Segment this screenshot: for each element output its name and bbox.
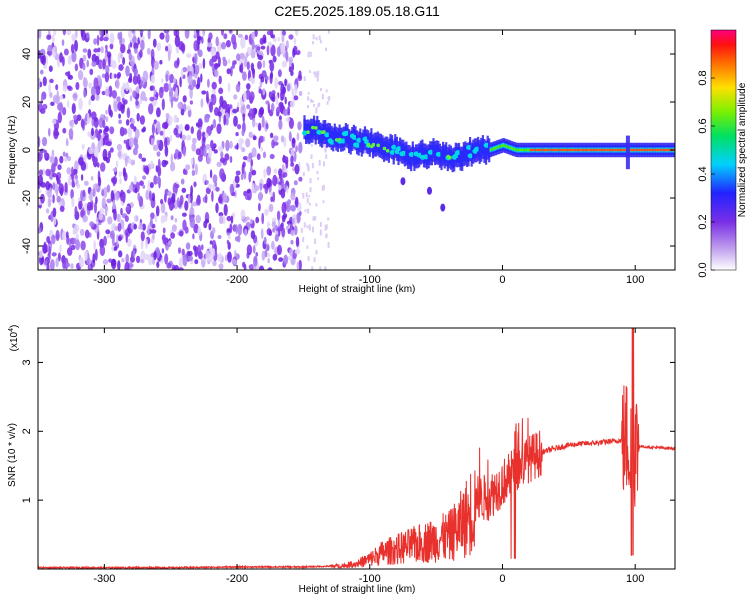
signal-ridge <box>302 115 675 212</box>
spectrogram-y-ticks: -40 -20 0 20 40 <box>21 48 675 254</box>
snr-x-tick-label: 100 <box>626 573 644 585</box>
snr-y-tick-label: 2 <box>21 428 33 434</box>
spectrogram-y-tick-label: -40 <box>21 238 33 254</box>
spectrogram-y-tick-label: 0 <box>21 147 33 153</box>
snr-panel: -300 -200 -100 0 100 1 2 3 Height of straight … <box>7 325 676 595</box>
noise-region <box>38 30 331 270</box>
colorbar-gradient <box>710 29 737 271</box>
snr-y-ticks: 1 2 3 <box>21 359 675 503</box>
snr-multiplier: (x104) <box>8 325 20 352</box>
snr-y-axis-label: SNR (10 * v/v) <box>7 423 18 487</box>
snr-multiplier-base: (x10 <box>9 331 20 351</box>
spectrogram-x-tick-label: -200 <box>226 274 248 286</box>
spectrogram-x-axis-label: Height of straight line (km) <box>299 284 416 295</box>
snr-frame <box>37 327 676 570</box>
snr-x-ticks: -300 -200 -100 0 100 <box>93 328 644 585</box>
colorbar-tick-label: 0.6 <box>697 118 709 133</box>
snr-x-tick-label: 0 <box>499 573 505 585</box>
snr-multiplier-exp: 4 <box>8 328 15 332</box>
snr-multiplier-close: ) <box>9 325 20 328</box>
spectrogram-y-tick-label: 20 <box>21 96 33 108</box>
colorbar-tick-label: 0.8 <box>697 70 709 85</box>
colorbar-tick-label: 0.0 <box>697 262 709 277</box>
colorbar: 0.0 0.2 0.4 0.6 0.8 Normalized spectral ampl… <box>697 29 748 278</box>
spectrogram-x-tick-label: 100 <box>626 274 644 286</box>
snr-x-tick-label: -200 <box>226 573 248 585</box>
snr-x-tick-label: -300 <box>93 573 115 585</box>
colorbar-ticks: 0.0 0.2 0.4 0.6 0.8 <box>697 70 715 278</box>
spectrogram-x-tick-label: -300 <box>93 274 115 286</box>
snr-y-tick-label: 1 <box>21 497 33 503</box>
spectrogram-x-ticks: -300 -200 -100 0 100 <box>93 30 644 286</box>
colorbar-label: Normalized spectral amplitude <box>737 82 748 217</box>
spectrogram-y-axis-label: Frequency (Hz) <box>7 116 18 185</box>
snr-y-tick-label: 3 <box>21 359 33 365</box>
colorbar-tick-label: 0.2 <box>697 214 709 229</box>
snr-x-axis-label: Height of straight line (km) <box>299 584 416 595</box>
spectrogram-y-tick-label: 40 <box>21 48 33 60</box>
snr-x-tick-label: -100 <box>359 573 381 585</box>
spectrogram-y-tick-label: -20 <box>21 190 33 206</box>
spectrogram-x-tick-label: -100 <box>359 274 381 286</box>
spectrogram-x-tick-label: 0 <box>499 274 505 286</box>
figure-title: C2E5.2025.189.05.18.G11 <box>274 3 440 19</box>
snr-series-line <box>38 328 675 569</box>
colorbar-tick-label: 0.4 <box>697 166 709 181</box>
